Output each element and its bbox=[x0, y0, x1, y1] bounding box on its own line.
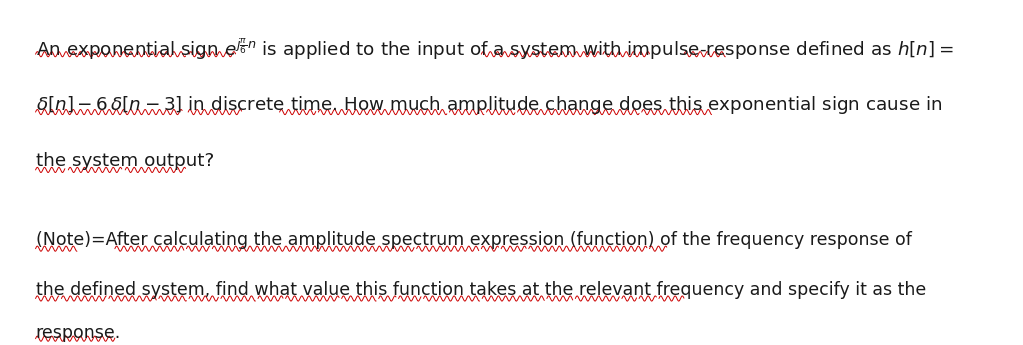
Text: An exponential sign $e^{j\frac{\pi}{6}n}$ is applied to the input of a system wi: An exponential sign $e^{j\frac{\pi}{6}n}… bbox=[36, 37, 953, 62]
Text: (Note)=After calculating the amplitude spectrum expression (function) of the fre: (Note)=After calculating the amplitude s… bbox=[36, 231, 911, 249]
Text: $\delta[n] - 6\,\delta[n-3]$ in discrete time. How much amplitude change does th: $\delta[n] - 6\,\delta[n-3]$ in discrete… bbox=[36, 95, 942, 116]
Text: the defined system, find what value this function takes at the relevant frequenc: the defined system, find what value this… bbox=[36, 281, 926, 299]
Text: response.: response. bbox=[36, 324, 121, 342]
Text: the system output?: the system output? bbox=[36, 152, 214, 170]
